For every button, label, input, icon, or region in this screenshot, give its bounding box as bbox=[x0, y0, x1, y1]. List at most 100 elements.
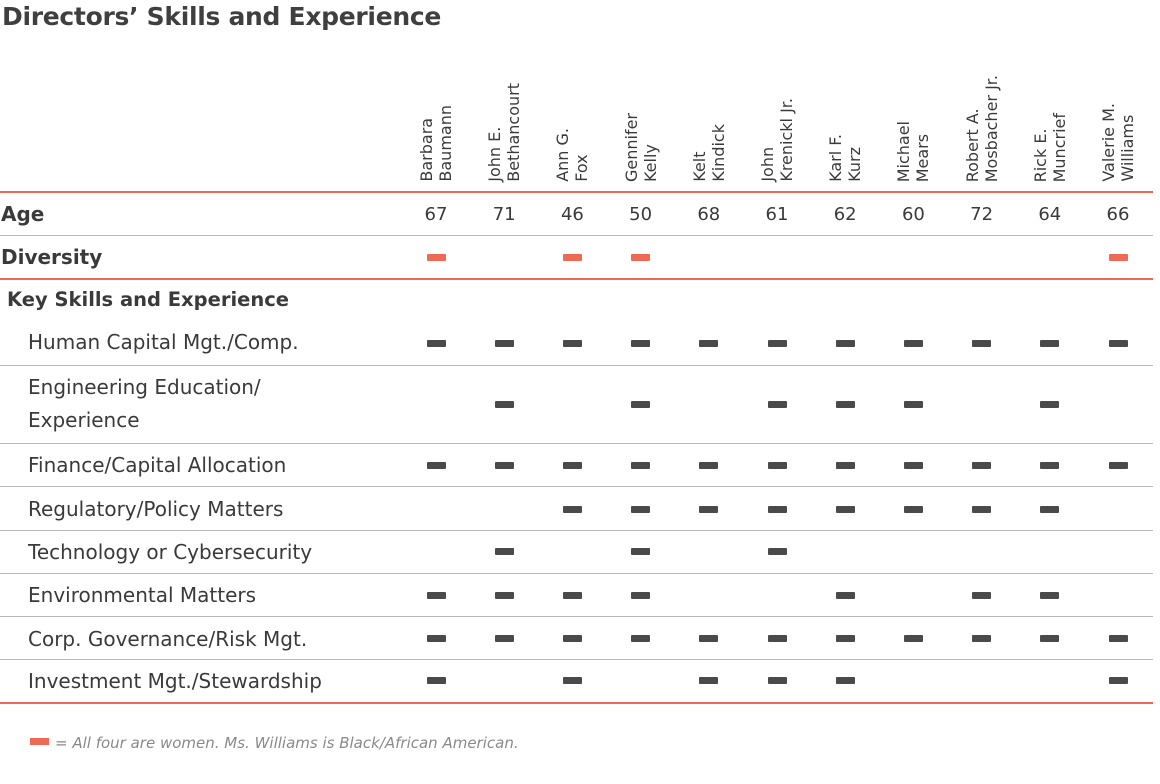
skill-mark bbox=[631, 505, 651, 513]
director-name-line1: Valerie M. bbox=[1099, 103, 1118, 182]
director-header: Barbara Baumann bbox=[402, 40, 470, 188]
row-divider bbox=[0, 573, 1153, 574]
skill-mark bbox=[835, 339, 855, 347]
page-title: Directors’ Skills and Experience bbox=[2, 2, 442, 31]
skill-label: Engineering Education/ bbox=[28, 375, 261, 399]
director-header: Rick E. Muncrief bbox=[1016, 40, 1084, 188]
skill-mark bbox=[972, 634, 992, 642]
skill-mark bbox=[835, 676, 855, 684]
skill-mark bbox=[1108, 339, 1128, 347]
diversity-mark bbox=[562, 253, 582, 261]
skill-mark bbox=[1108, 634, 1128, 642]
skill-mark bbox=[972, 591, 992, 599]
skill-mark bbox=[631, 461, 651, 469]
director-name-line1: Robert A. bbox=[962, 108, 982, 182]
skill-mark bbox=[767, 461, 787, 469]
director-header: Karl F. Kurz bbox=[811, 40, 879, 188]
skill-mark bbox=[562, 505, 582, 513]
skill-label: Finance/Capital Allocation bbox=[28, 453, 287, 477]
age-value: 71 bbox=[492, 204, 516, 225]
skill-mark bbox=[972, 505, 992, 513]
director-name-line1: Michael bbox=[894, 120, 914, 182]
skill-label: Human Capital Mgt./Comp. bbox=[28, 330, 299, 354]
skill-mark bbox=[699, 505, 719, 513]
director-name-line1: Karl F. bbox=[826, 134, 846, 182]
director-name: John E. Bethancourt bbox=[485, 83, 523, 182]
age-value: 60 bbox=[901, 204, 925, 225]
skill-mark bbox=[562, 676, 582, 684]
age-value: 66 bbox=[1106, 204, 1130, 225]
director-header: Robert A. Mosbacher Jr. bbox=[948, 40, 1016, 188]
row-divider bbox=[0, 443, 1153, 444]
director-name-line1: John bbox=[758, 147, 777, 182]
director-name-line1: Barbara bbox=[417, 118, 436, 182]
director-name: Valerie M. Williams bbox=[1099, 103, 1137, 182]
director-name: Gennifer Kelly bbox=[622, 113, 660, 182]
director-name-line2: Kurz bbox=[845, 147, 865, 182]
director-name-line2: Kindick bbox=[708, 124, 728, 182]
director-name-line1: Kelt bbox=[689, 151, 709, 182]
skill-mark bbox=[903, 339, 923, 347]
skill-mark bbox=[1040, 634, 1060, 642]
director-name-line1: Rick E. bbox=[1030, 128, 1050, 182]
row-divider bbox=[0, 191, 1153, 193]
skill-mark bbox=[1040, 461, 1060, 469]
skill-mark bbox=[426, 634, 446, 642]
skill-label: Investment Mgt./Stewardship bbox=[28, 669, 322, 693]
skill-mark bbox=[835, 505, 855, 513]
skill-mark bbox=[494, 634, 514, 642]
skill-mark bbox=[835, 461, 855, 469]
skill-mark bbox=[426, 591, 446, 599]
director-header: John Krenickl Jr. bbox=[743, 40, 811, 188]
age-value: 64 bbox=[1038, 204, 1062, 225]
director-headers: Barbara Baumann John E. Bethancourt Ann G. Fo… bbox=[0, 40, 1160, 188]
skill-mark bbox=[631, 400, 651, 408]
skill-label-line2: Experience bbox=[28, 408, 140, 432]
skill-mark bbox=[972, 339, 992, 347]
director-name-line1: Gennifer bbox=[621, 112, 641, 182]
skill-mark bbox=[835, 634, 855, 642]
skill-mark bbox=[562, 634, 582, 642]
director-name-line2: Baumann bbox=[436, 105, 455, 182]
skill-mark bbox=[631, 547, 651, 555]
skill-mark bbox=[494, 591, 514, 599]
skill-mark bbox=[699, 461, 719, 469]
row-divider bbox=[0, 235, 1153, 236]
director-header: Kelt Kindick bbox=[675, 40, 743, 188]
row-divider bbox=[0, 486, 1153, 487]
skill-mark bbox=[494, 400, 514, 408]
director-name-line2: Kelly bbox=[640, 144, 660, 182]
skill-mark bbox=[767, 676, 787, 684]
skill-mark bbox=[1108, 676, 1128, 684]
director-name-line2: Krenickl Jr. bbox=[777, 98, 796, 182]
diversity-label: Diversity bbox=[1, 245, 103, 269]
director-name: Ann G. Fox bbox=[553, 128, 591, 182]
row-divider bbox=[0, 365, 1153, 366]
director-header: Gennifer Kelly bbox=[607, 40, 675, 188]
skill-mark bbox=[426, 461, 446, 469]
director-name-line2: Bethancourt bbox=[504, 83, 524, 182]
skill-label: Corp. Governance/Risk Mgt. bbox=[28, 627, 308, 651]
footnote-text: = All four are women. Ms. Williams is Bl… bbox=[55, 734, 519, 752]
skill-mark bbox=[767, 505, 787, 513]
diversity-mark bbox=[631, 253, 651, 261]
footnote: = All four are women. Ms. Williams is Bl… bbox=[30, 734, 519, 752]
skill-mark bbox=[1040, 339, 1060, 347]
skill-mark bbox=[1040, 505, 1060, 513]
age-value: 62 bbox=[833, 204, 857, 225]
skill-mark bbox=[903, 400, 923, 408]
skill-mark bbox=[562, 461, 582, 469]
row-divider bbox=[0, 659, 1153, 660]
director-header: John E. Bethancourt bbox=[470, 40, 538, 188]
director-name-line2: Fox bbox=[572, 154, 592, 182]
director-name-line2: Muncrief bbox=[1049, 112, 1069, 182]
skill-mark bbox=[835, 591, 855, 599]
director-name: Michael Mears bbox=[894, 121, 932, 182]
skill-mark bbox=[631, 634, 651, 642]
skill-mark bbox=[699, 339, 719, 347]
section-label: Key Skills and Experience bbox=[7, 288, 290, 311]
skill-mark bbox=[631, 591, 651, 599]
skill-mark bbox=[835, 400, 855, 408]
director-header: Ann G. Fox bbox=[538, 40, 606, 188]
director-name: John Krenickl Jr. bbox=[758, 98, 796, 182]
